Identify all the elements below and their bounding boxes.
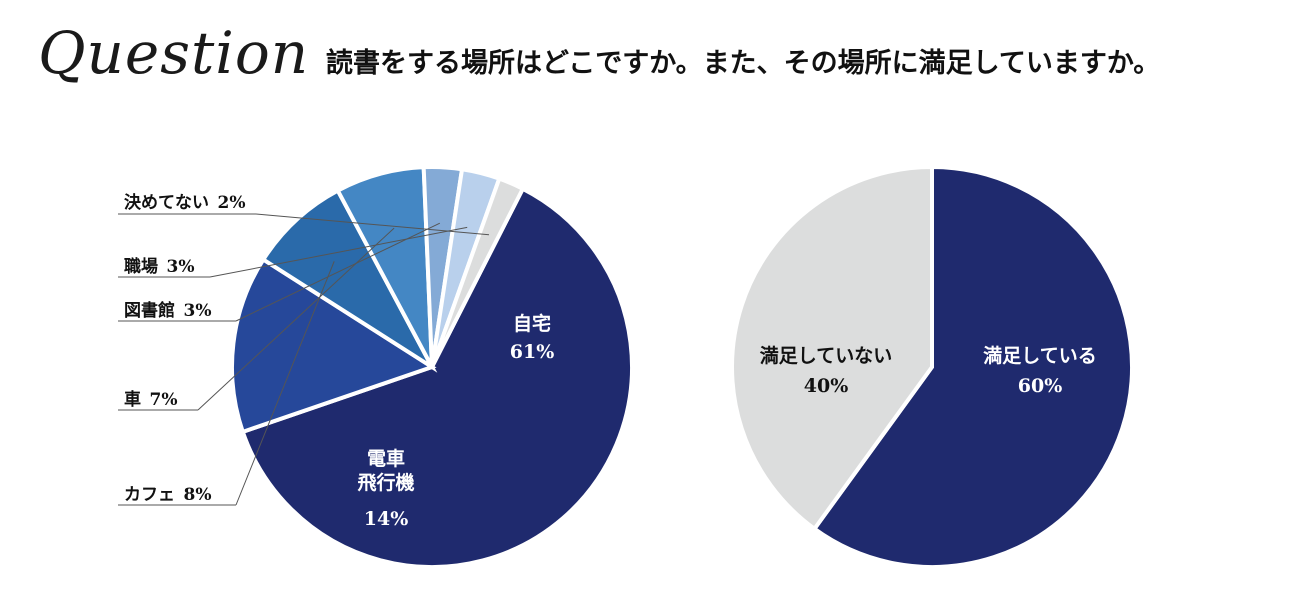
pie1-slice-5-label: 職場 3% (124, 256, 194, 277)
pie1-slice-1-value: 14% (364, 508, 409, 530)
question-title: 読書をする場所はどこですか。また、その場所に満足していますか。 (326, 48, 1161, 79)
pie1-slice-0-label: 自宅 (513, 312, 551, 335)
pie1-slice-1 (230, 256, 437, 435)
pie1-slice-6-label: 決めてない 2% (124, 192, 245, 213)
pie2-slice-0 (811, 164, 1134, 569)
pie1-slice-1-label: 飛行機 (357, 471, 414, 494)
pie1-slice-1-label: 電車 (367, 447, 405, 470)
pie2-slice-1 (730, 164, 934, 532)
pie1-slice-0-value: 61% (510, 341, 555, 363)
pie-chart-satisfaction: 満足している 60% 満足していない 40% (730, 164, 1134, 569)
pie2-slice-1-label: 満足していない (760, 345, 892, 367)
pie1-slice-2-leader (235, 261, 335, 506)
pie2-slice-1-value: 40% (804, 375, 849, 397)
question-logo: Question (38, 19, 310, 87)
pie1-slice-0 (240, 186, 634, 569)
header: Question 読書をする場所はどこですか。また、その場所に満足していますか。 (0, 0, 1300, 120)
pie1-slice-4-label: 図書館 3% (124, 300, 211, 321)
pie1-slice-6 (430, 176, 526, 368)
pie1-slice-3-label: 車 7% (124, 389, 177, 410)
pie2-slice-0-label: 満足している (983, 345, 1096, 367)
pie1-slice-3-leader (197, 227, 395, 411)
pie1-slice-2-label: カフェ 8% (124, 485, 211, 505)
pie1-slice-5-leader (209, 226, 468, 278)
pie2-slice-0-value: 60% (1018, 375, 1063, 397)
pie1-slice-6-leader (255, 213, 490, 236)
